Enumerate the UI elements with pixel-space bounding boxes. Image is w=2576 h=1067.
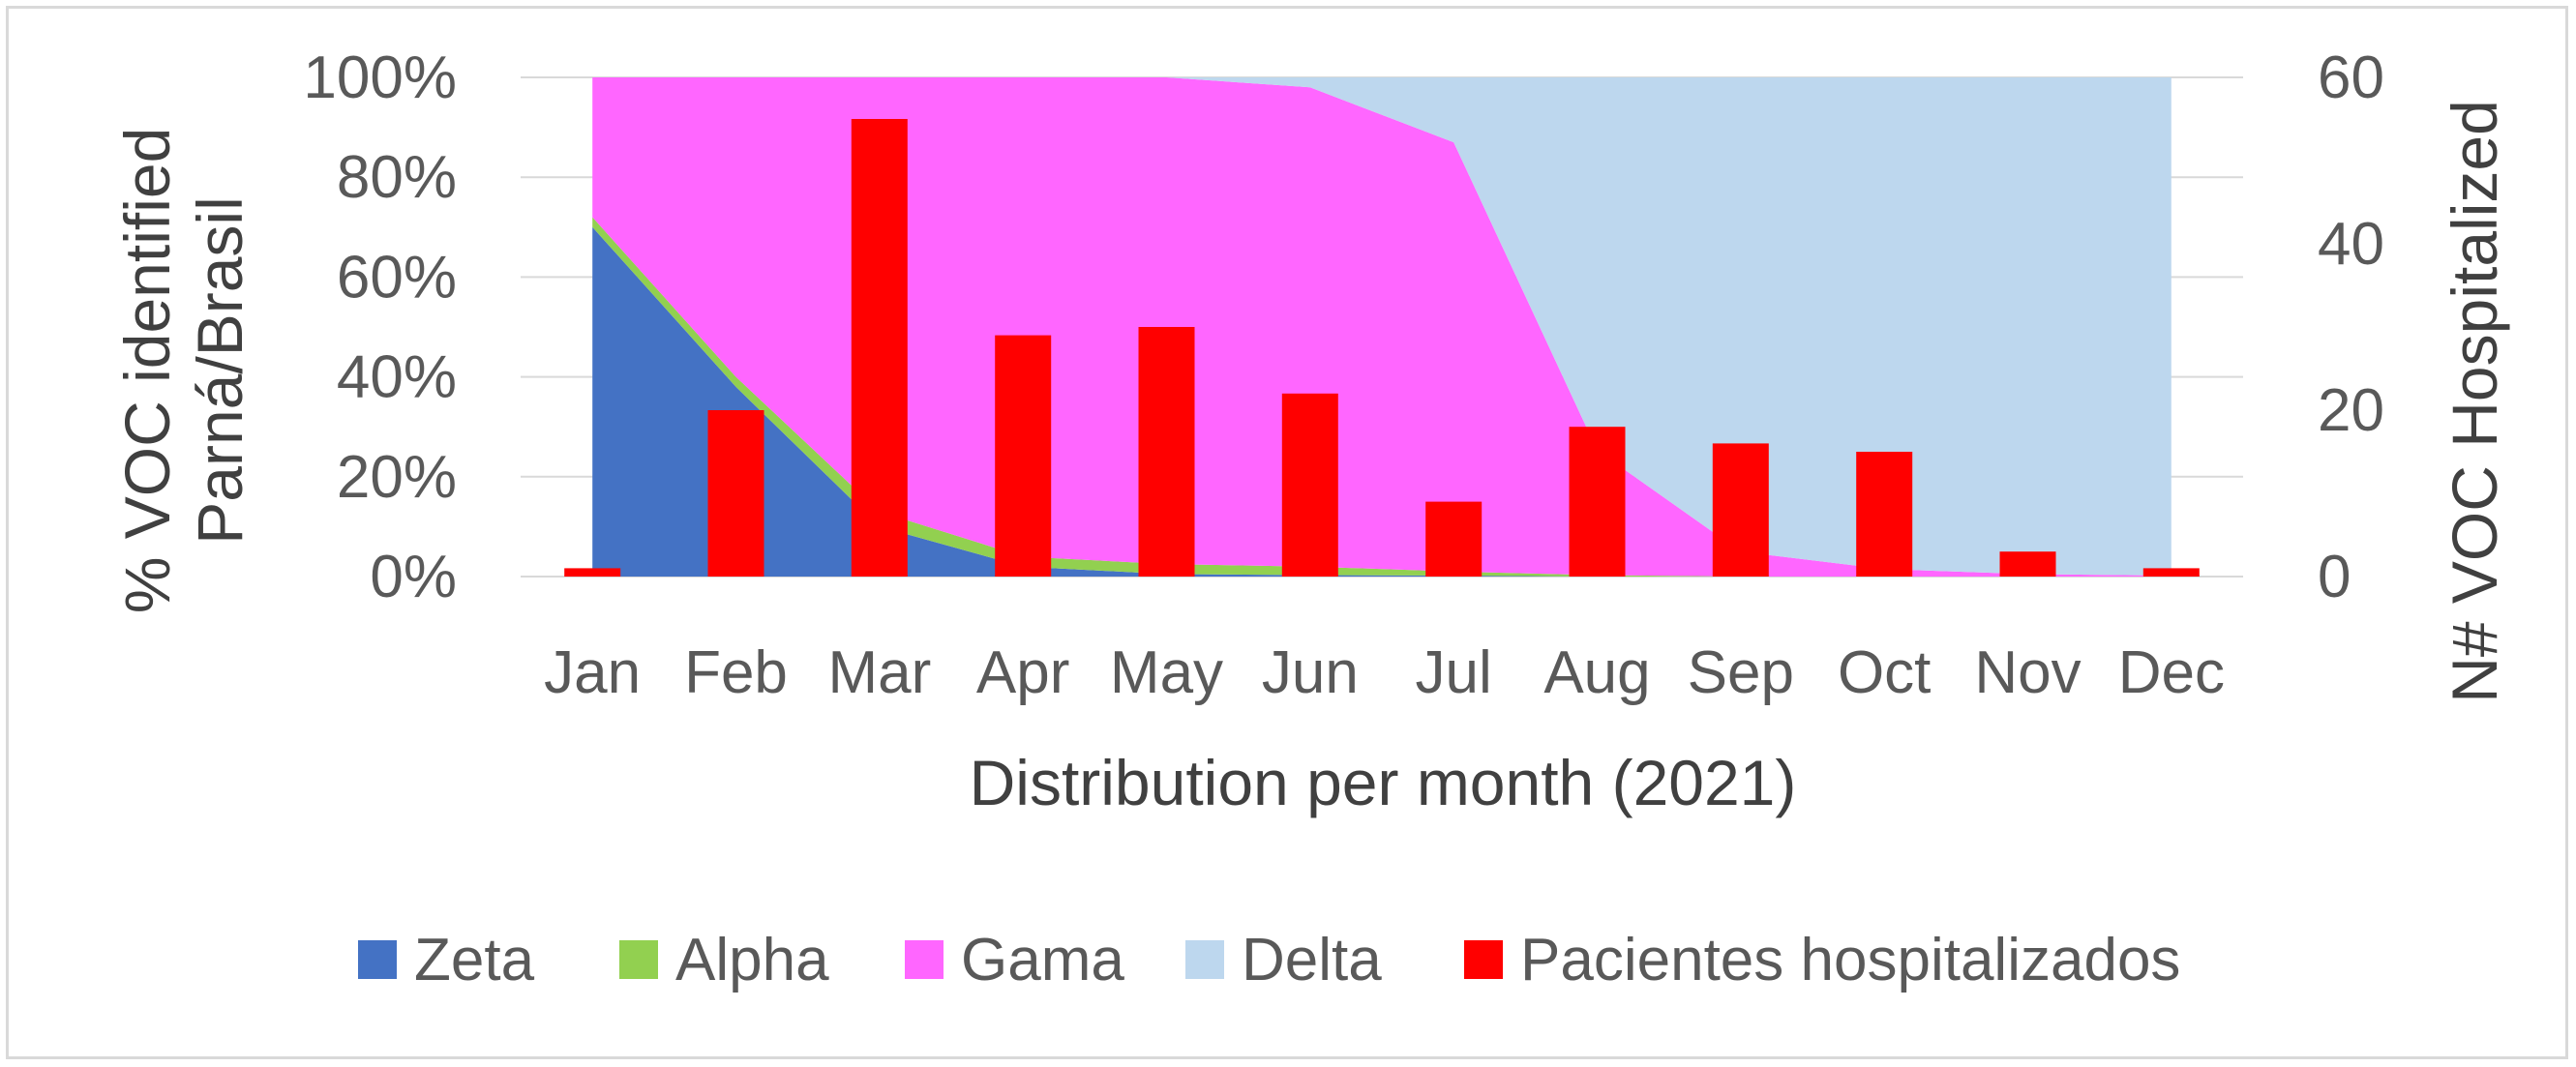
- bar-nov: [1999, 551, 2056, 577]
- legend-swatch-alpha: [619, 940, 658, 979]
- y-left-tick-label: 20%: [337, 444, 457, 511]
- bar-dec: [2142, 568, 2200, 577]
- legend-swatch-delta: [1185, 940, 1224, 979]
- hospitalized-bars: [564, 119, 2200, 577]
- x-tick-label: Jul: [1416, 639, 1492, 706]
- y-left-tick-label: 60%: [337, 244, 457, 311]
- x-tick-label: Sep: [1688, 639, 1794, 706]
- x-tick-label: Mar: [827, 639, 931, 706]
- legend-swatch-pacientes: [1464, 940, 1503, 979]
- bar-aug: [1569, 427, 1626, 577]
- x-tick-label: May: [1110, 639, 1223, 706]
- y-left-axis-title-line1: % VOC identified: [111, 128, 183, 614]
- y-right-tick-label: 0: [2318, 544, 2351, 610]
- stacked-areas: [592, 77, 2172, 578]
- x-tick-label: Dec: [2118, 639, 2225, 706]
- bar-oct: [1856, 452, 1913, 577]
- y-right-tick-label: 60: [2318, 44, 2384, 111]
- legend: Zeta Alpha Gama Delta Pacientes hospitalizad…: [358, 927, 2180, 993]
- legend-swatch-zeta: [358, 940, 397, 979]
- y-left-tick-label: 80%: [337, 144, 457, 211]
- y-left-tick-label: 100%: [303, 44, 457, 111]
- x-tick-label: Jan: [544, 639, 641, 706]
- x-tick-label: Oct: [1838, 639, 1931, 706]
- y-right-axis-title: N# VOC Hospitalized: [2439, 100, 2510, 703]
- y-left-tick-label: 0%: [370, 544, 457, 610]
- x-tick-label: Aug: [1543, 639, 1650, 706]
- x-tick-label: Nov: [1974, 639, 2081, 706]
- bar-jan: [564, 568, 621, 577]
- y-right-tick-label: 40: [2318, 211, 2384, 278]
- legend-label: Gama: [961, 927, 1124, 993]
- x-tick-label: Apr: [976, 639, 1069, 706]
- y-left-axis-title-line2: Parná/Brasil: [184, 196, 255, 545]
- y-right-tick-label: 20: [2318, 377, 2384, 444]
- x-tick-label: Feb: [684, 639, 788, 706]
- bar-jun: [1281, 393, 1338, 577]
- legend-label: Zeta: [414, 927, 535, 993]
- legend-swatch-gama: [905, 940, 944, 979]
- bar-feb: [707, 410, 764, 577]
- area-gama: [592, 77, 2172, 577]
- legend-label: Pacientes hospitalizados: [1520, 927, 2180, 993]
- bar-jul: [1425, 501, 1483, 577]
- bar-sep: [1712, 443, 1769, 577]
- bar-may: [1138, 327, 1195, 577]
- x-axis-title: Distribution per month (2021): [970, 747, 1797, 818]
- axes: 0% 20% 40% 60% 80% 100% 0 20 40 60 Jan Feb Mar Apr May…: [303, 44, 2384, 706]
- y-left-tick-label: 40%: [337, 344, 457, 411]
- legend-label: Delta: [1242, 927, 1382, 993]
- legend-label: Alpha: [675, 927, 829, 993]
- x-tick-label: Jun: [1262, 639, 1359, 706]
- bar-apr: [995, 335, 1052, 577]
- area-delta: [592, 77, 2172, 576]
- bar-mar: [851, 119, 908, 577]
